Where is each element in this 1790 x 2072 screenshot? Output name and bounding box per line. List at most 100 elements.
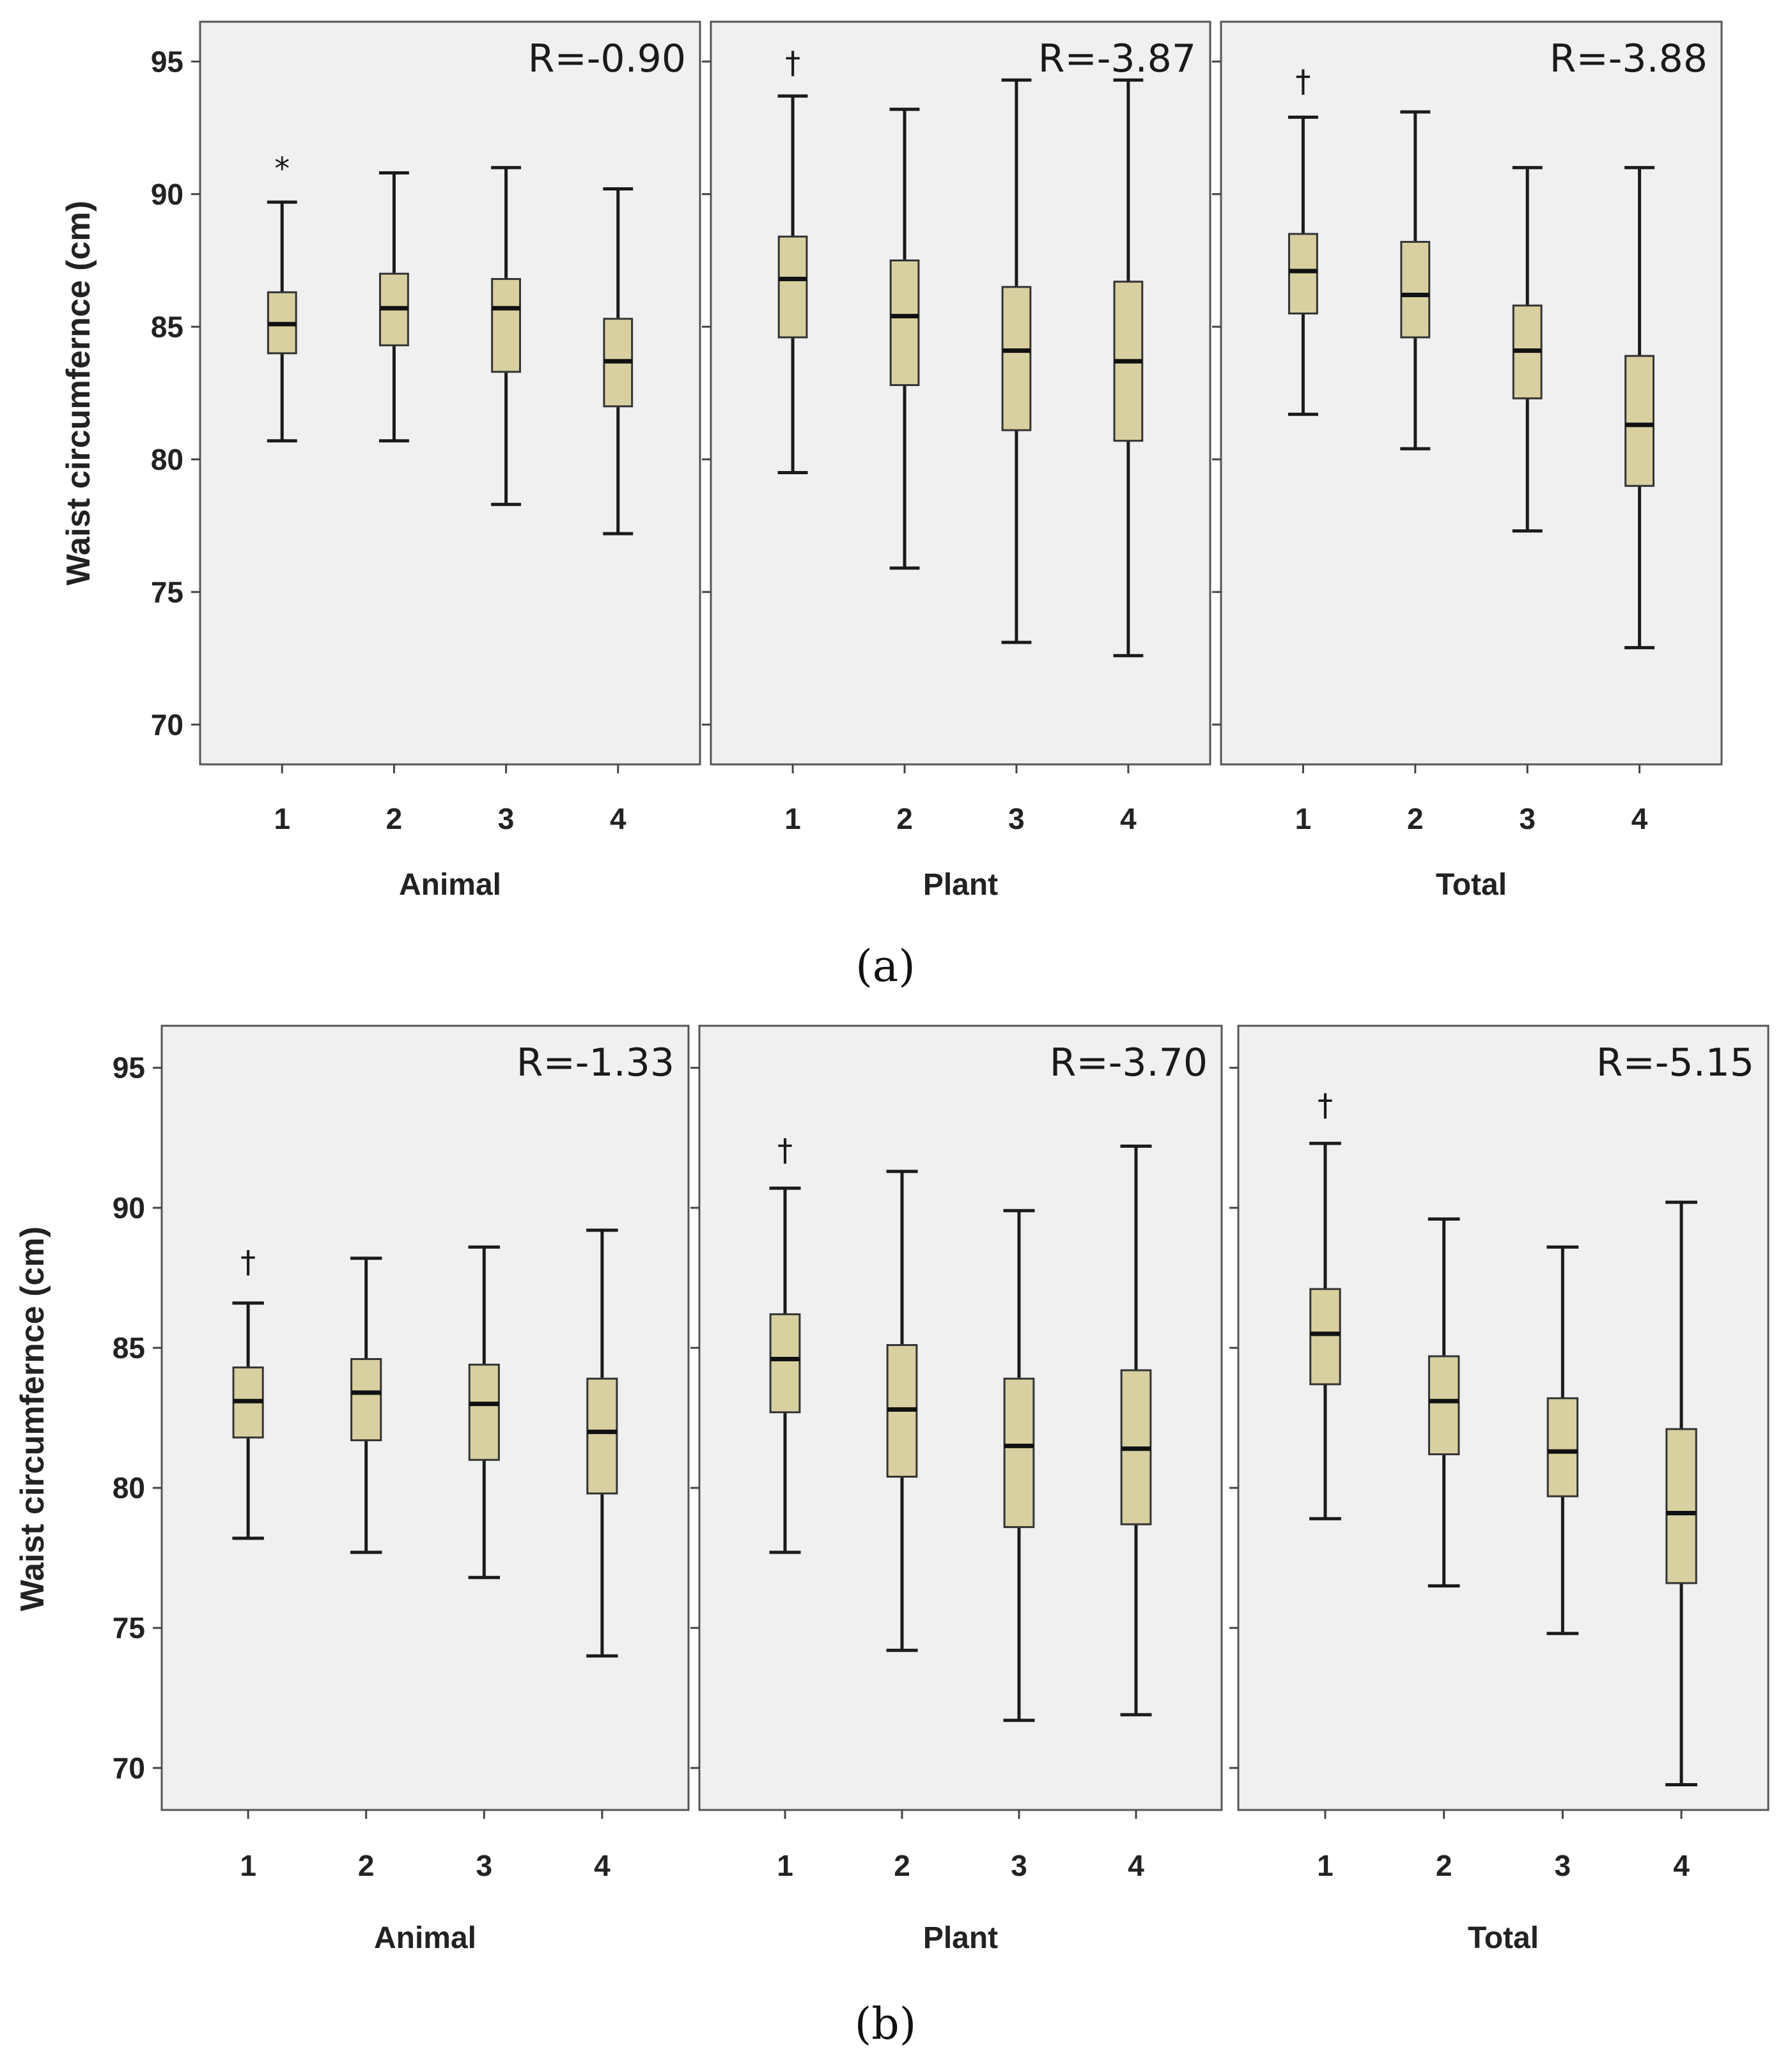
caption-letter: a <box>873 941 899 992</box>
group-label: Animal <box>374 1921 476 1955</box>
iqr-box <box>586 1377 618 1495</box>
x-tick-label: 1 <box>777 1849 793 1882</box>
box-plant-1: †1 <box>769 1133 801 1882</box>
x-tick-label: 4 <box>1631 802 1648 835</box>
significance-marker: † <box>240 1244 256 1280</box>
x-tick-label: 2 <box>896 802 913 835</box>
box-total-4: 4 <box>1624 166 1655 835</box>
group-label: Animal <box>399 868 501 902</box>
iqr-box <box>889 259 920 387</box>
chart-a: Waist circumfernce (cm) 70 75 80 85 90 95 R=-0.… <box>60 20 1723 992</box>
x-tick-label: 1 <box>784 802 801 835</box>
significance-marker: † <box>1318 1088 1333 1124</box>
r-value-label: R=-3.70 <box>1050 1040 1208 1085</box>
iqr-box <box>1546 1397 1579 1497</box>
box-total-2: 2 <box>1400 110 1431 835</box>
x-tick-label: 4 <box>1120 802 1137 835</box>
x-tick-label: 1 <box>240 1849 256 1882</box>
x-tick-label: 1 <box>1295 802 1312 835</box>
x-tick-label: 2 <box>358 1849 375 1882</box>
x-tick-label: 1 <box>274 802 290 835</box>
r-value-label: R=-5.15 <box>1596 1040 1754 1085</box>
iqr-box <box>1003 1377 1035 1528</box>
box-plant-4: 4 <box>1120 1144 1152 1882</box>
x-tick-label: 4 <box>610 802 626 835</box>
x-tick-label: 3 <box>1555 1849 1571 1882</box>
group-label: Plant <box>923 1921 998 1955</box>
x-tick-label: 4 <box>594 1849 611 1882</box>
y-tick-label: 85 <box>151 310 183 343</box>
y-tick-label: 80 <box>113 1471 145 1504</box>
box-animal-2: 2 <box>378 171 409 835</box>
x-tick-label: 2 <box>894 1849 910 1882</box>
box-animal-3: 3 <box>491 166 522 835</box>
y-tick-label: 95 <box>151 45 183 78</box>
iqr-box <box>468 1363 500 1461</box>
x-tick-label: 4 <box>1128 1849 1144 1882</box>
box-plant-2: 2 <box>886 1170 918 1882</box>
iqr-box <box>491 278 521 373</box>
box-plant-4: 4 <box>1113 78 1144 835</box>
group-label: Plant <box>923 868 998 902</box>
chart-b: Waist circumfernce (cm) 70 75 80 85 90 95 R=-1.… <box>14 1024 1770 2050</box>
box-total-4: 4 <box>1665 1200 1697 1882</box>
iqr-box <box>769 1313 801 1414</box>
box-plant-2: 2 <box>889 107 920 835</box>
x-tick-label: 1 <box>1317 1849 1334 1882</box>
x-tick-label: 2 <box>1436 1849 1452 1882</box>
y-tick-label: 75 <box>151 575 183 608</box>
box-total-3: 3 <box>1546 1245 1579 1882</box>
caption-paren: ( <box>855 941 873 992</box>
group-label: Total <box>1468 1921 1539 1955</box>
caption-paren: ) <box>898 941 915 992</box>
r-value-label: R=-1.33 <box>517 1040 674 1085</box>
box-total-1: †1 <box>1309 1088 1341 1882</box>
y-tick-label: 80 <box>151 443 183 476</box>
iqr-box <box>1665 1428 1697 1584</box>
box-animal-1: †1 <box>232 1244 264 1882</box>
x-tick-label: 4 <box>1673 1849 1690 1882</box>
y-tick-label: 90 <box>151 178 183 211</box>
significance-marker: † <box>777 1133 793 1168</box>
caption-paren: ) <box>899 1999 917 2050</box>
box-total-2: 2 <box>1428 1217 1460 1882</box>
box-total-3: 3 <box>1512 166 1543 835</box>
y-axis-title: Waist circumfernce (cm) <box>60 201 97 585</box>
y-tick-label: 70 <box>151 708 183 741</box>
group-label: Total <box>1436 868 1507 902</box>
box-plant-3: 3 <box>1003 1209 1035 1882</box>
x-tick-label: 3 <box>476 1849 492 1882</box>
x-tick-label: 2 <box>386 802 403 835</box>
y-tick-label: 85 <box>113 1331 145 1365</box>
box-plant-1: †1 <box>777 45 808 835</box>
box-animal-4: 4 <box>603 187 634 835</box>
box-animal-3: 3 <box>468 1245 501 1882</box>
y-tick-label: 75 <box>113 1611 145 1644</box>
iqr-box <box>1428 1355 1460 1455</box>
significance-marker: † <box>785 45 800 81</box>
x-tick-label: 3 <box>1519 802 1536 835</box>
r-value-label: R=-3.87 <box>1038 36 1196 81</box>
caption-letter: b <box>871 1999 899 2050</box>
iqr-box <box>1309 1288 1341 1386</box>
significance-marker: * <box>274 151 290 187</box>
y-tick-label: 70 <box>113 1751 145 1784</box>
panel-caption: (a) <box>855 941 915 992</box>
box-total-1: †1 <box>1288 63 1318 835</box>
x-tick-label: 3 <box>1008 802 1025 835</box>
iqr-box <box>1624 355 1655 487</box>
iqr-box <box>1400 240 1431 339</box>
caption-paren: ( <box>855 1999 872 2050</box>
iqr-box <box>777 235 808 339</box>
iqr-box <box>350 1357 382 1442</box>
box-plant-3: 3 <box>1001 78 1032 835</box>
iqr-box <box>1288 233 1318 314</box>
